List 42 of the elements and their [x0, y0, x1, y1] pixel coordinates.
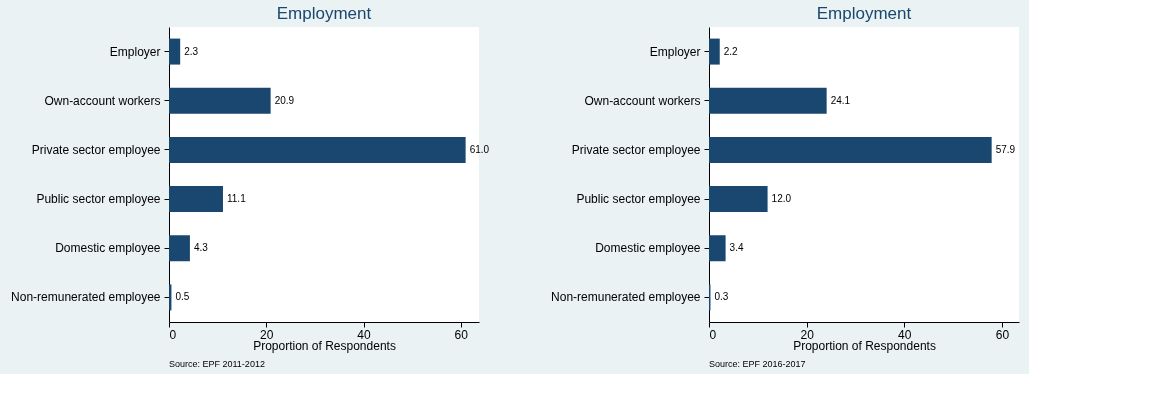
- y-tick-label: Domestic employee: [55, 241, 161, 256]
- bar: [169, 186, 223, 213]
- source-note: Source: EPF 2016-2017: [709, 359, 806, 369]
- y-tick-label: Own-account workers: [44, 93, 161, 108]
- bar: [709, 87, 827, 114]
- data-label: 20.9: [274, 94, 295, 106]
- y-tick-label: Public sector employee: [576, 192, 701, 207]
- y-tick-label: Employer: [109, 44, 161, 59]
- bar: [709, 235, 726, 262]
- y-tick-label: Private sector employee: [31, 142, 161, 157]
- data-label: 61.0: [469, 143, 490, 155]
- data-label: 0.5: [175, 291, 190, 303]
- y-tick-label: Private sector employee: [571, 142, 701, 157]
- bar: [709, 38, 720, 65]
- y-tick-label: Public sector employee: [36, 192, 161, 207]
- data-label: 0.3: [714, 291, 729, 303]
- bar: [709, 136, 992, 163]
- y-tick-label: Non-remunerated employee: [11, 290, 161, 305]
- bar: [169, 87, 271, 114]
- y-tick-label: Employer: [649, 44, 701, 59]
- data-label: 11.1: [226, 193, 247, 205]
- data-label: 24.1: [830, 94, 851, 106]
- x-tick-label: 0: [709, 327, 717, 342]
- y-tick-label: Non-remunerated employee: [551, 290, 701, 305]
- source-note: Source: EPF 2011-2012: [169, 359, 265, 369]
- data-label: 57.9: [995, 143, 1016, 155]
- chart-title: Employment: [276, 4, 372, 23]
- bar: [169, 136, 466, 163]
- x-tick-label: 60: [995, 327, 1010, 342]
- y-tick-label: Domestic employee: [595, 241, 701, 256]
- data-label: 12.0: [771, 193, 792, 205]
- y-tick-label: Own-account workers: [584, 93, 701, 108]
- chart-title: Employment: [816, 4, 912, 23]
- data-label: 3.4: [729, 242, 744, 254]
- data-label: 4.3: [193, 242, 209, 254]
- bar: [169, 235, 190, 262]
- bar: [709, 186, 768, 213]
- data-label: 2.3: [184, 45, 199, 57]
- x-tick-label: 0: [169, 327, 177, 342]
- data-label: 2.2: [723, 45, 739, 57]
- bar: [169, 38, 181, 65]
- x-tick-label: 60: [454, 327, 469, 342]
